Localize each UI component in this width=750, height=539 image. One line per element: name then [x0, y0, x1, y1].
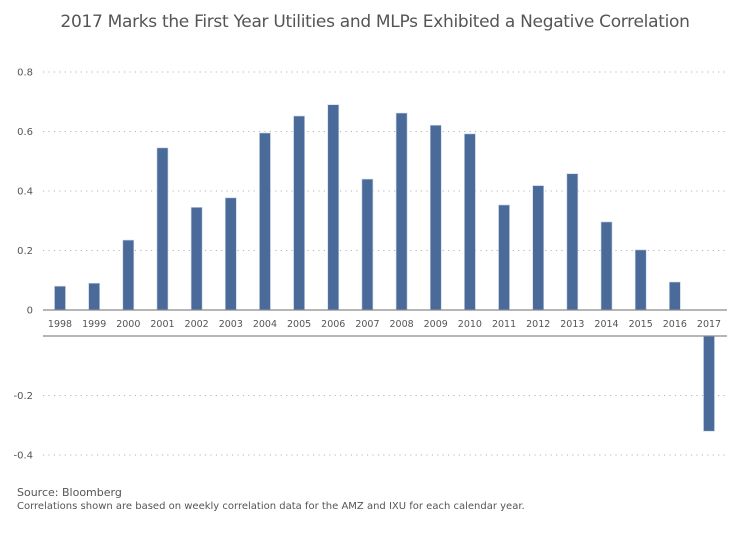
- x-tick-label: 2001: [150, 319, 174, 330]
- y-tick-label: 0: [27, 306, 33, 317]
- bar-2001: [156, 147, 169, 311]
- x-tick-label: 2010: [458, 319, 482, 330]
- y-tick-label: 0.2: [17, 246, 33, 257]
- bar-2008: [395, 112, 408, 311]
- x-tick-label: 2011: [492, 319, 516, 330]
- x-tick-label: 2009: [424, 319, 448, 330]
- x-tick-label: 2015: [629, 319, 653, 330]
- x-tick-label: 2016: [663, 319, 687, 330]
- x-tick-label: 2002: [185, 319, 209, 330]
- x-tick-label: 2005: [287, 319, 311, 330]
- y-tick-label: -0.2: [13, 391, 33, 402]
- bar-2013: [566, 173, 579, 311]
- bar-2003: [224, 197, 237, 311]
- x-tick-label: 2007: [355, 319, 379, 330]
- x-tick-label: 2006: [321, 319, 345, 330]
- bar-2005: [293, 115, 305, 311]
- y-tick-label: 0.6: [17, 127, 33, 138]
- gridlines: [43, 71, 727, 456]
- axis-lines: [43, 309, 727, 337]
- x-tick-label: 2004: [253, 319, 277, 330]
- bar-2017: [703, 335, 715, 432]
- x-tick-label: 2012: [526, 319, 550, 330]
- source-note: Source: Bloomberg: [17, 486, 122, 499]
- bar-2007: [361, 178, 374, 311]
- x-axis-ticks: 1998 1999 2000 2001 2002 2003 2004 2005 2006 2007…: [48, 319, 721, 330]
- x-tick-label: 2013: [560, 319, 584, 330]
- x-tick-label: 2000: [116, 319, 140, 330]
- bar-2011: [498, 204, 510, 311]
- y-axis-ticks: 0.8 0.6 0.4 0.2 0 -0.2 -0.4: [13, 68, 33, 462]
- x-tick-label: 2014: [594, 319, 618, 330]
- bars: [54, 104, 715, 432]
- x-tick-label: 2003: [219, 319, 243, 330]
- x-tick-label: 1998: [48, 319, 72, 330]
- y-tick-label: 0.8: [17, 68, 33, 79]
- chart-title: 2017 Marks the First Year Utilities and …: [60, 12, 690, 32]
- bar-1998: [54, 285, 66, 311]
- bar-2009: [429, 124, 442, 311]
- bar-2010: [464, 133, 476, 311]
- bar-2000: [122, 239, 135, 311]
- bar-2004: [259, 132, 271, 311]
- x-tick-label: 2017: [697, 319, 721, 330]
- bar-2012: [532, 185, 545, 311]
- bar-2006: [327, 104, 340, 311]
- y-tick-label: 0.4: [17, 187, 33, 198]
- y-tick-label: -0.4: [13, 451, 33, 462]
- methodology-note: Correlations shown are based on weekly c…: [17, 501, 525, 512]
- bar-2014: [600, 221, 613, 311]
- bar-2016: [669, 281, 681, 311]
- chart-footer: Source: Bloomberg Correlations shown are…: [17, 486, 525, 513]
- bar-1999: [88, 282, 100, 311]
- bar-2002: [190, 207, 203, 311]
- bar-2015: [634, 249, 647, 311]
- x-tick-label: 1999: [82, 319, 106, 330]
- x-tick-label: 2008: [389, 319, 413, 330]
